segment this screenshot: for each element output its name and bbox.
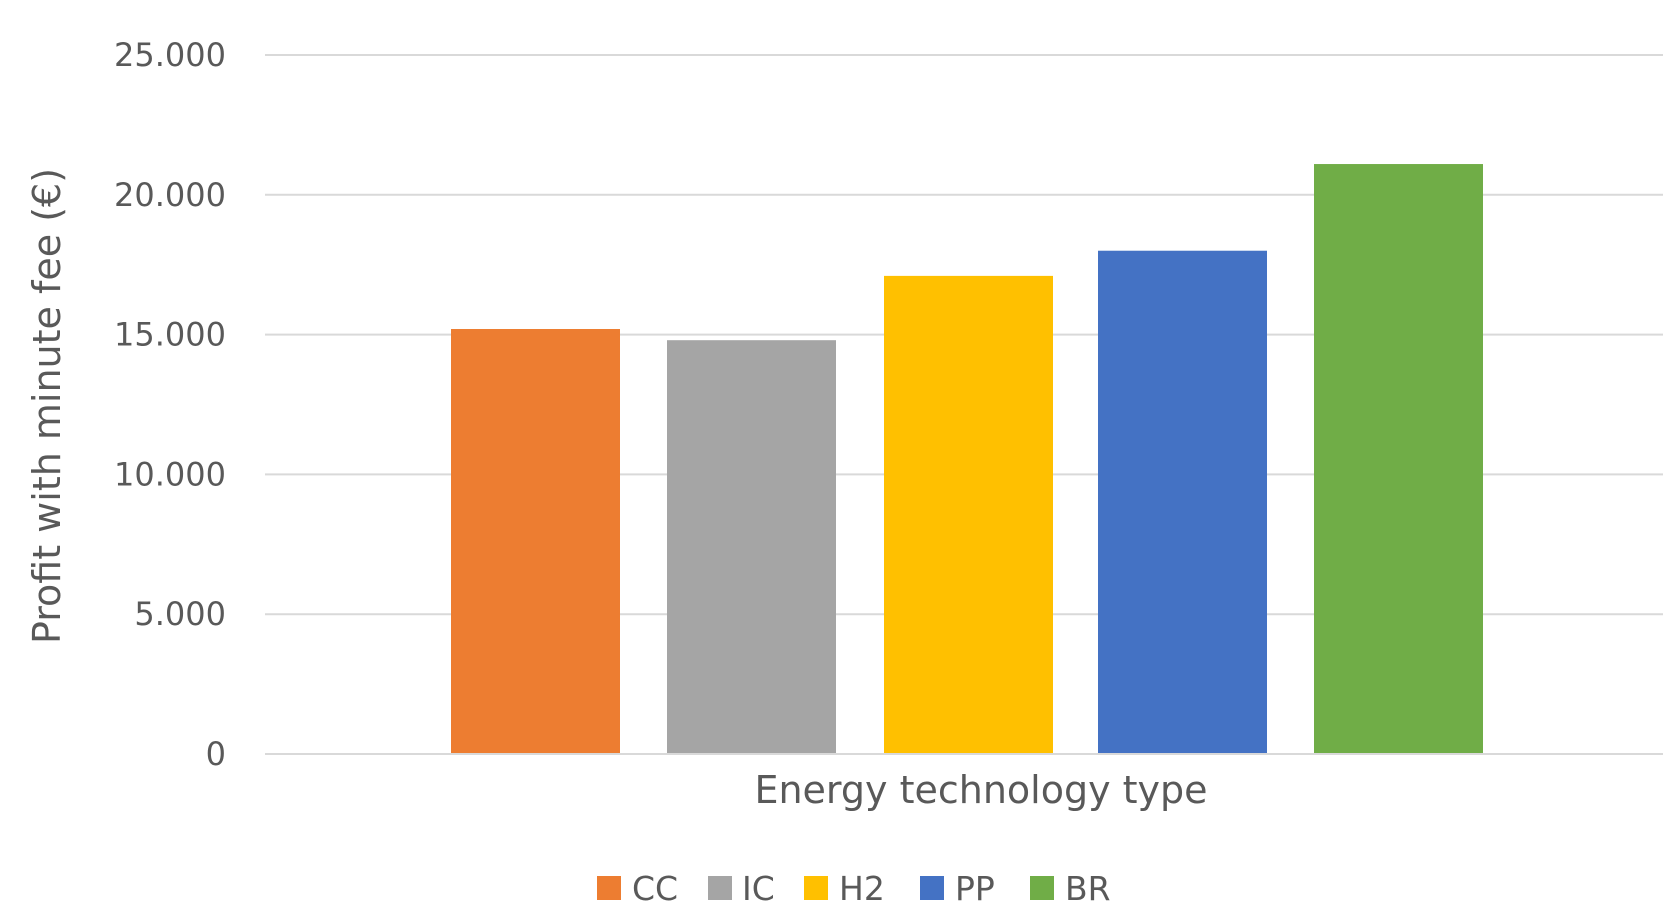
- y-axis-ticks: 0 5.000 10.000 15.000 20.000 25.000: [114, 36, 226, 773]
- y-axis-title: Profit with minute fee (€): [25, 168, 69, 644]
- legend-item-ic: IC: [708, 869, 775, 908]
- legend-label: H2: [839, 869, 885, 908]
- bar-ic: [667, 340, 836, 754]
- y-tick-label: 20.000: [114, 176, 226, 214]
- legend-label: IC: [742, 869, 775, 908]
- legend-item-br: BR: [1030, 869, 1111, 908]
- legend-label: PP: [955, 869, 995, 908]
- legend-swatch: [597, 876, 621, 900]
- y-tick-label: 5.000: [134, 595, 226, 633]
- legend-item-pp: PP: [920, 869, 995, 908]
- bar-pp: [1098, 250, 1267, 754]
- bars: [451, 164, 1483, 754]
- bar-h2: [884, 275, 1053, 754]
- x-axis-title: Energy technology type: [754, 768, 1207, 812]
- legend-swatch: [1030, 876, 1054, 900]
- legend-item-h2: H2: [804, 869, 885, 908]
- legend-label: CC: [632, 869, 678, 908]
- bar-cc: [451, 329, 620, 754]
- y-tick-label: 25.000: [114, 36, 226, 74]
- bar-br: [1314, 164, 1483, 754]
- legend-swatch: [920, 876, 944, 900]
- legend-swatch: [804, 876, 828, 900]
- legend: CC IC H2 PP BR: [597, 869, 1111, 908]
- legend-swatch: [708, 876, 732, 900]
- y-tick-label: 15.000: [114, 316, 226, 354]
- y-tick-label: 0: [206, 735, 226, 773]
- y-tick-label: 10.000: [114, 455, 226, 493]
- legend-label: BR: [1065, 869, 1111, 908]
- legend-item-cc: CC: [597, 869, 678, 908]
